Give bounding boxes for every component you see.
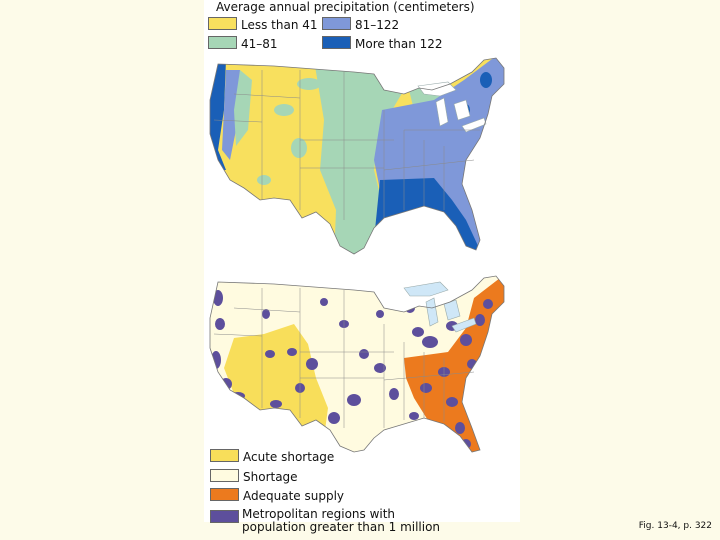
legend-label-metropolitan-regions: Metropolitan regions with population grea…: [242, 508, 440, 534]
precipitation-map-title: Average annual precipitation (centimeter…: [216, 0, 475, 14]
legend-item-adequate-supply: Adequate supply: [210, 488, 344, 503]
legend-swatch-adequate-supply: [210, 488, 239, 501]
legend-label-metropolitan-line2: population greater than 1 million: [242, 520, 441, 534]
legend-item-shortage: Shortage: [210, 469, 298, 484]
figure-caption: Fig. 13-4, p. 322: [638, 521, 712, 531]
legend-label-more-than-122: More than 122: [355, 37, 443, 51]
legend-item-41-81: 41–81: [208, 36, 278, 51]
legend-swatch-acute-shortage: [210, 449, 239, 462]
legend-swatch-41-81: [208, 36, 237, 49]
legend-label-metropolitan-line1: Metropolitan regions with: [242, 507, 396, 521]
legend-label-less-than-41: Less than 41: [241, 18, 318, 32]
legend-label-81-122: 81–122: [355, 18, 400, 32]
legend-label-acute-shortage: Acute shortage: [243, 450, 335, 464]
legend-item-81-122: 81–122: [322, 17, 399, 32]
legend-item-less-than-41: Less than 41: [208, 17, 318, 32]
legend-item-acute-shortage: Acute shortage: [210, 449, 334, 464]
figure-panel: Average annual precipitation (centimeter…: [204, 0, 520, 534]
water-supply-map: [209, 275, 505, 453]
legend-swatch-more-than-122: [322, 36, 351, 49]
legend-swatch-shortage: [210, 469, 239, 482]
precipitation-map: [209, 57, 505, 255]
legend-item-more-than-122: More than 122: [322, 36, 443, 51]
legend-label-shortage: Shortage: [243, 470, 298, 484]
legend-swatch-metropolitan-regions: [210, 510, 239, 523]
legend-swatch-less-than-41: [208, 17, 237, 30]
legend-label-41-81: 41–81: [241, 37, 278, 51]
legend-label-adequate-supply: Adequate supply: [243, 489, 345, 503]
legend-swatch-81-122: [322, 17, 351, 30]
